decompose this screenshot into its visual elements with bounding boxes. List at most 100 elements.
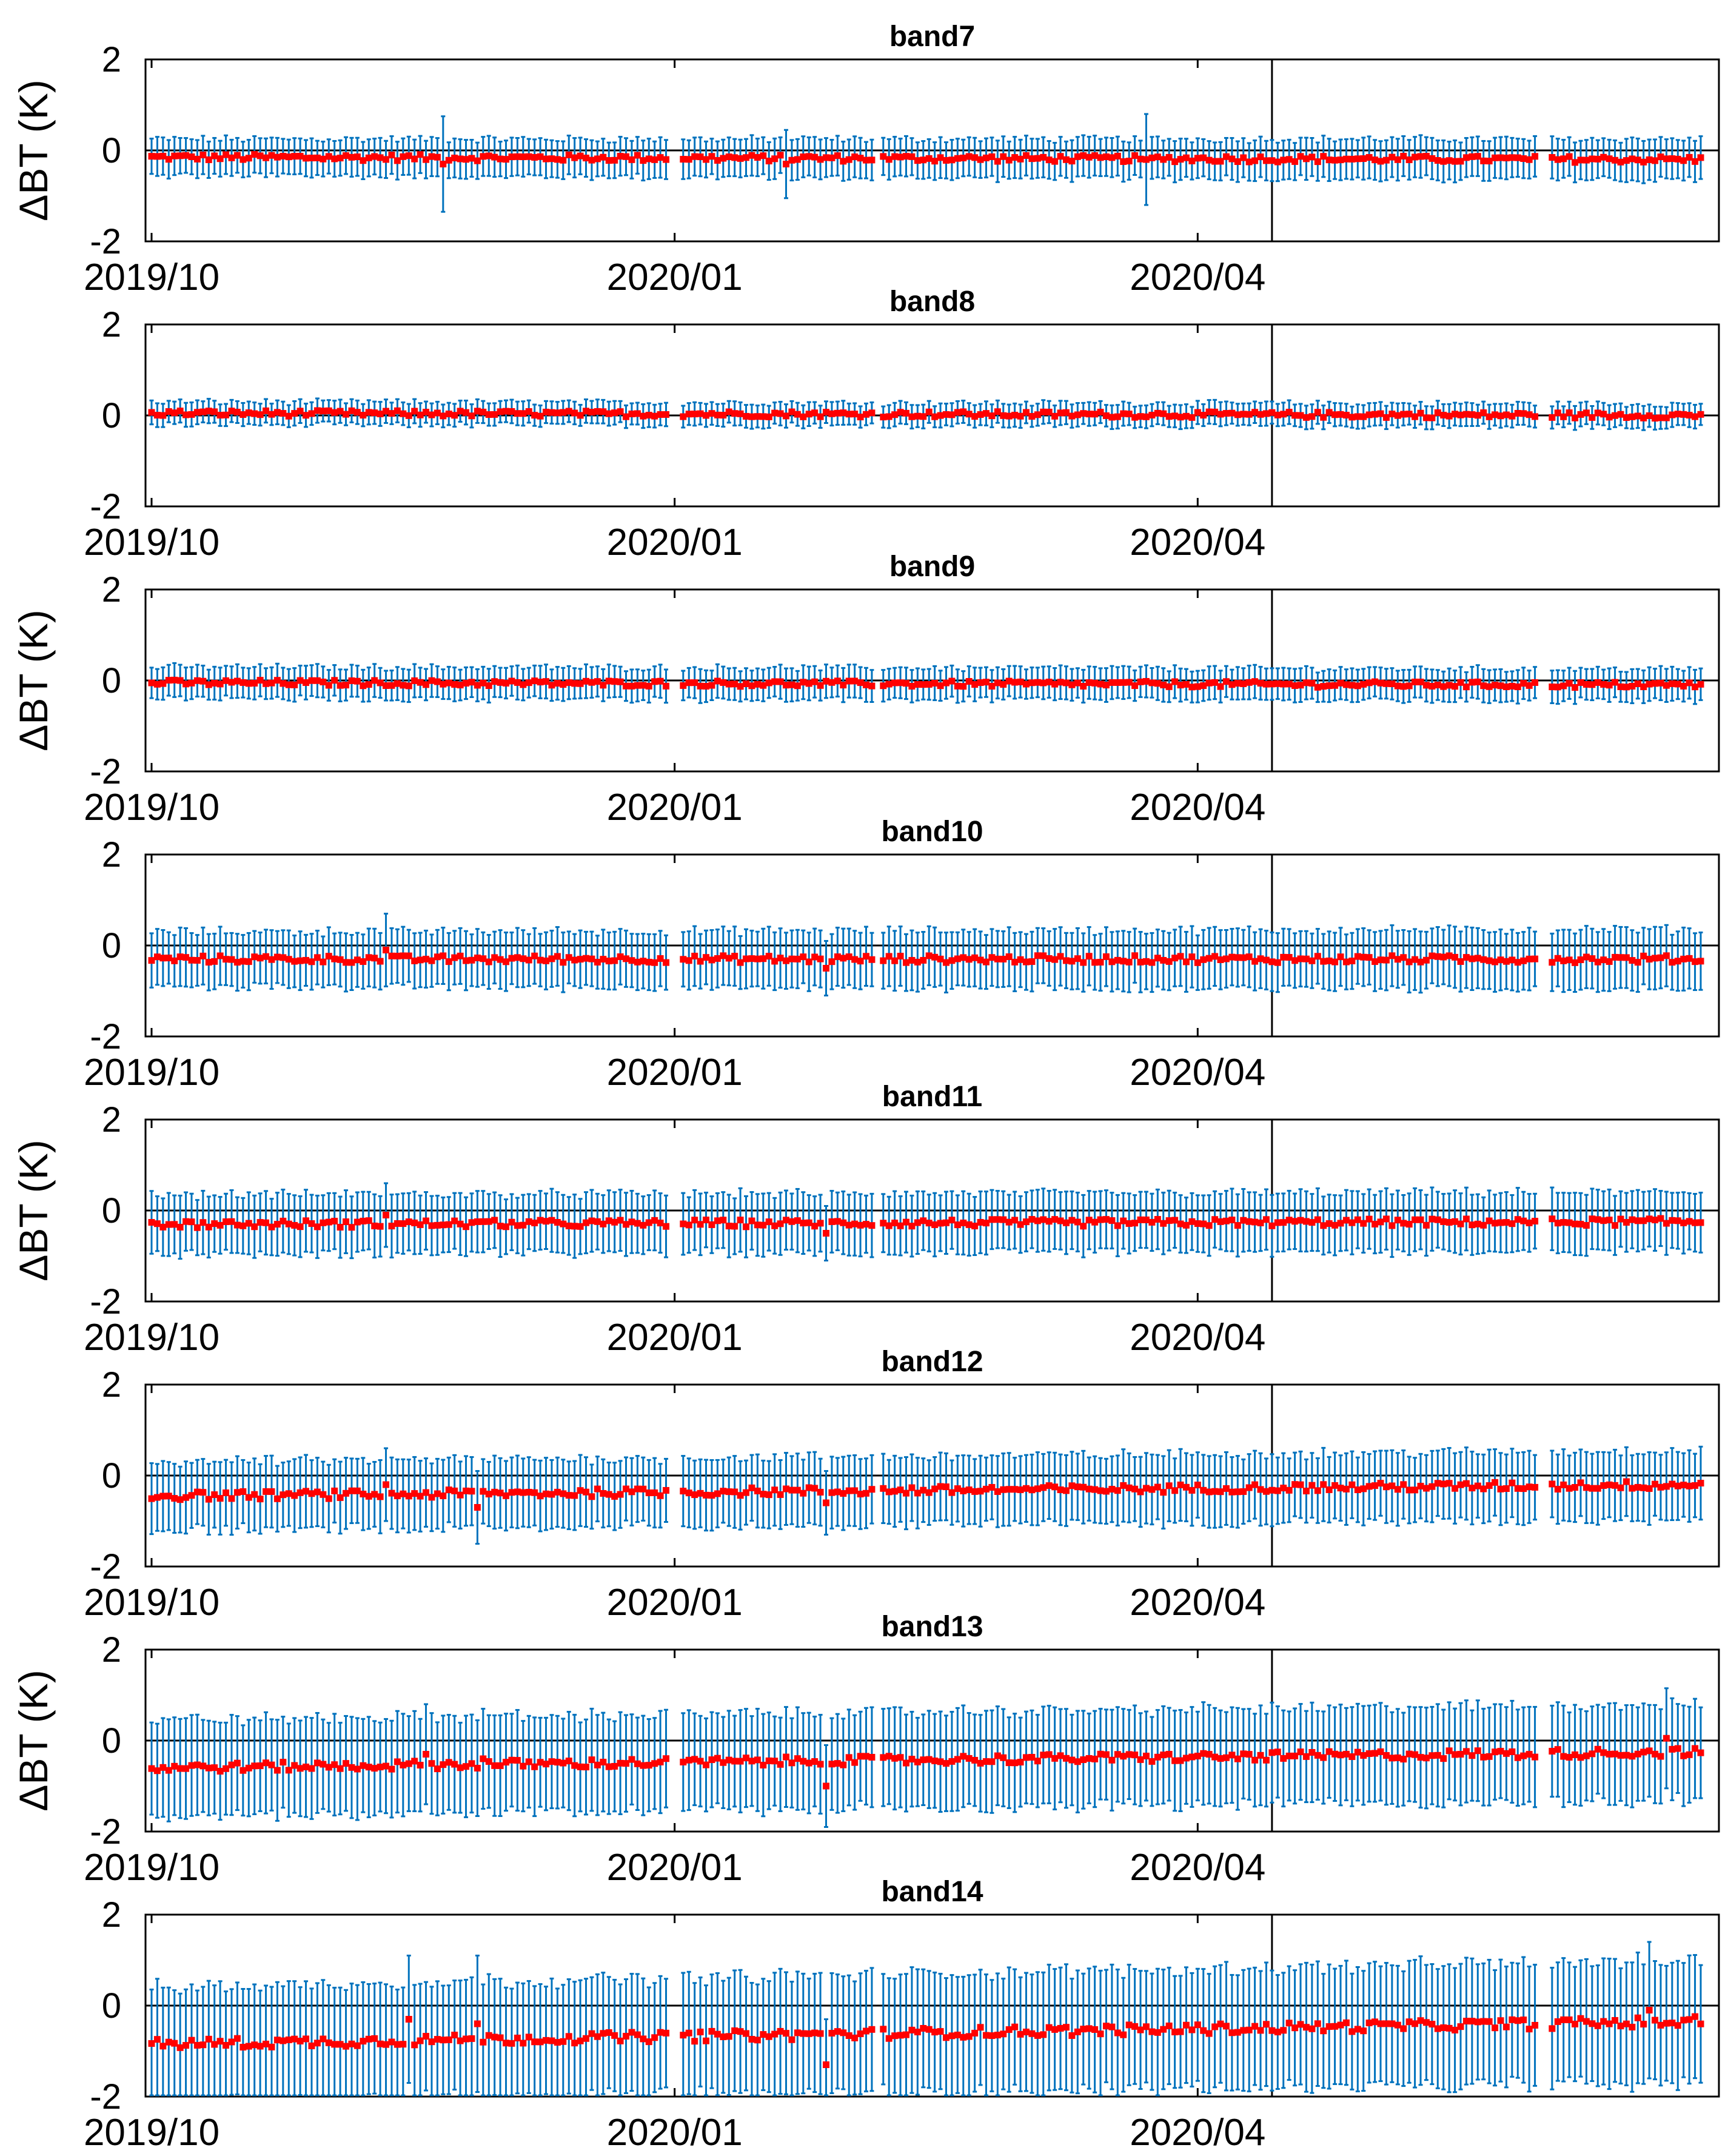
data-point: [468, 155, 475, 162]
data-point: [600, 682, 607, 689]
data-point: [1325, 682, 1333, 690]
data-point: [1440, 158, 1447, 165]
data-point: [1394, 156, 1401, 163]
data-point: [1594, 958, 1601, 965]
data-point: [205, 156, 212, 163]
data-point: [183, 152, 190, 159]
y-tick-label: 0: [102, 1191, 121, 1231]
data-point: [1177, 953, 1184, 960]
data-point: [1445, 952, 1453, 959]
data-point: [800, 1220, 807, 1227]
data-point: [1108, 679, 1116, 686]
data-point: [474, 157, 481, 164]
data-point: [1520, 410, 1527, 417]
data-point: [1154, 955, 1161, 962]
data-point: [1057, 153, 1064, 160]
data-point: [325, 682, 332, 689]
x-tick-label: 2020/04: [1130, 1317, 1265, 1358]
data-point: [1148, 679, 1156, 687]
data-point: [1274, 680, 1281, 687]
data-point: [543, 408, 550, 415]
data-point: [148, 957, 155, 964]
data-point: [337, 682, 344, 689]
data-point: [1600, 956, 1607, 964]
data-point: [1011, 679, 1019, 686]
data-point: [663, 1223, 670, 1230]
data-point: [1342, 412, 1350, 419]
data-point: [371, 677, 378, 684]
data-point: [565, 1222, 572, 1229]
data-point: [623, 1221, 630, 1228]
data-point: [251, 953, 258, 961]
data-point: [405, 1218, 412, 1226]
data-point: [411, 677, 418, 684]
data-point: [388, 682, 395, 689]
data-point: [823, 965, 830, 972]
data-point: [1108, 414, 1116, 421]
data-point: [1394, 956, 1401, 963]
data-point: [1520, 957, 1527, 964]
data-point: [617, 1217, 624, 1224]
data-point: [828, 1218, 836, 1225]
data-point: [371, 955, 378, 962]
data-point: [1612, 679, 1619, 686]
data-point: [1137, 413, 1144, 420]
data-point: [640, 1221, 647, 1229]
data-point: [1011, 958, 1019, 965]
data-point: [1589, 414, 1596, 421]
data-point: [423, 1217, 430, 1224]
data-point: [1445, 682, 1453, 689]
data-point: [863, 411, 870, 418]
data-point: [982, 154, 990, 161]
data-point: [1589, 681, 1596, 688]
data-point: [931, 679, 939, 687]
data-point: [880, 153, 887, 160]
data-point: [308, 677, 315, 684]
data-point: [1160, 956, 1167, 964]
data-point: [1200, 956, 1207, 963]
data-point: [1257, 411, 1264, 418]
x-tick-label: 2020/01: [607, 787, 743, 828]
data-point: [1097, 409, 1104, 416]
data-point: [393, 952, 401, 959]
data-point: [428, 957, 435, 964]
data-point: [263, 407, 270, 414]
data-point: [480, 679, 487, 687]
data-point: [251, 151, 258, 158]
data-point: [628, 156, 635, 163]
data-point: [1285, 680, 1293, 688]
data-point: [480, 408, 487, 415]
data-point: [680, 156, 687, 163]
data-point: [748, 955, 755, 962]
data-point: [1165, 958, 1173, 965]
data-point: [920, 156, 927, 164]
data-point: [503, 1223, 510, 1231]
data-point: [1108, 154, 1116, 161]
data-point: [1080, 959, 1087, 966]
data-point: [457, 682, 464, 689]
data-point: [1532, 153, 1539, 160]
data-point: [1085, 953, 1093, 960]
data-point: [1532, 679, 1539, 686]
series-band8: [148, 397, 1704, 431]
data-point: [320, 408, 327, 415]
data-point: [360, 1217, 367, 1224]
data-point: [794, 682, 801, 690]
data-point: [663, 156, 670, 163]
data-point: [188, 411, 195, 418]
data-point: [583, 677, 590, 685]
data-point: [565, 954, 572, 961]
data-point: [1040, 408, 1047, 415]
data-point: [268, 956, 275, 963]
data-point: [1514, 409, 1521, 417]
data-point: [651, 412, 658, 420]
data-point: [193, 409, 201, 416]
data-point: [303, 956, 310, 964]
data-point: [331, 409, 338, 416]
data-point: [748, 413, 755, 420]
data-point: [685, 957, 692, 964]
data-point: [1097, 959, 1104, 966]
data-point: [1045, 955, 1053, 962]
data-point: [1428, 952, 1436, 959]
